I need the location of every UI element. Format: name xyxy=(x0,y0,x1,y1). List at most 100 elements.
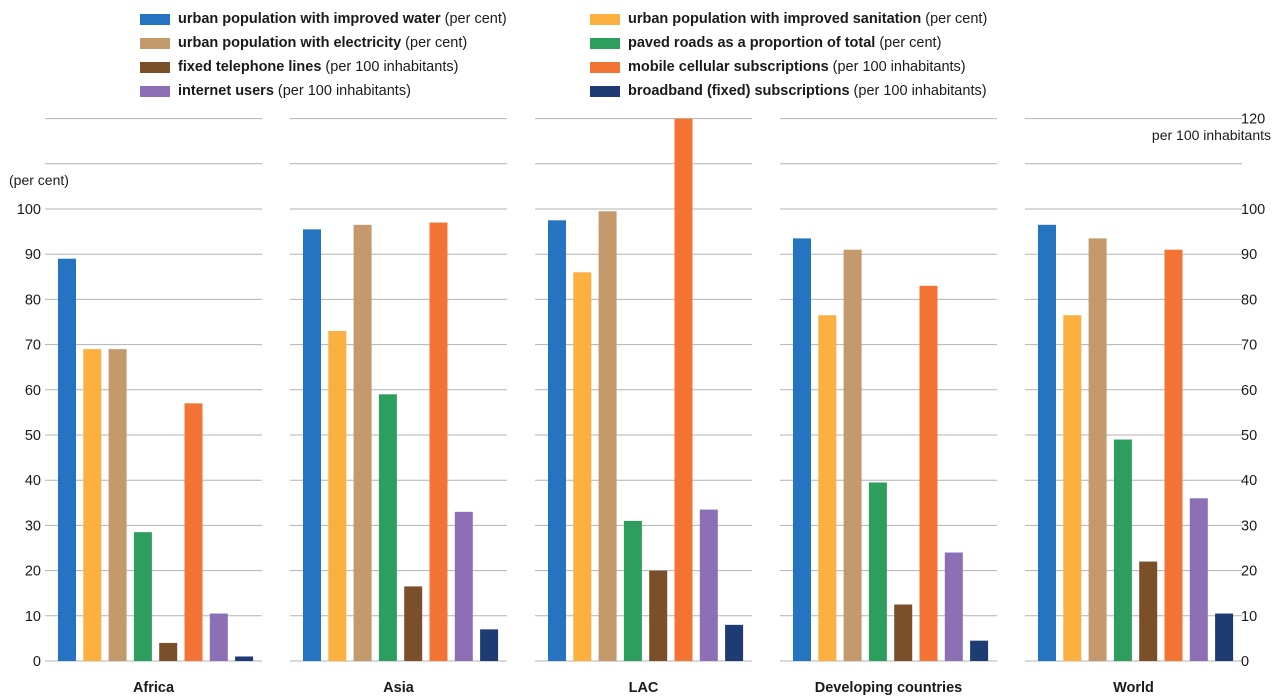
left-axis-tick-label: 0 xyxy=(33,654,41,670)
legend-swatch xyxy=(590,37,620,49)
bar xyxy=(674,118,693,662)
legend-item: broadband (fixed) subscriptions (per 100… xyxy=(590,81,1050,101)
bar xyxy=(353,224,372,661)
bar xyxy=(1164,249,1183,661)
legend-series-name: broadband (fixed) subscriptions xyxy=(628,83,850,99)
bar xyxy=(480,629,499,661)
left-axis-tick-label: 90 xyxy=(25,247,41,263)
right-axis-tick-label: 100 xyxy=(1241,202,1265,218)
right-axis-tick-label: 0 xyxy=(1241,654,1249,670)
bar xyxy=(378,394,397,661)
legend-series-name: mobile cellular subscriptions xyxy=(628,59,829,75)
left-axis-tick-label: 50 xyxy=(25,428,41,444)
bar xyxy=(868,482,887,661)
legend-item: mobile cellular subscriptions (per 100 i… xyxy=(590,57,1050,77)
left-axis-tick-label: 20 xyxy=(25,564,41,580)
left-axis-tick-label: 30 xyxy=(25,518,41,534)
bar xyxy=(970,640,989,661)
legend-series-unit: (per 100 inhabitants) xyxy=(325,59,459,75)
legend-swatch xyxy=(140,61,170,73)
bar xyxy=(699,509,718,661)
legend-item: urban population with improved sanitatio… xyxy=(590,9,1050,29)
legend-swatch xyxy=(140,37,170,49)
right-axis-tick-label: 70 xyxy=(1241,338,1257,354)
legend-series-unit: (per 100 inhabitants) xyxy=(832,59,966,75)
legend-swatch xyxy=(140,85,170,97)
bar xyxy=(793,238,811,661)
bar xyxy=(598,211,617,661)
left-axis-tick-label: 10 xyxy=(25,609,41,625)
legend-item: fixed telephone lines (per 100 inhabitan… xyxy=(140,57,570,77)
category-label: World xyxy=(1113,680,1154,696)
bar xyxy=(919,285,938,661)
bar xyxy=(133,532,152,661)
category-label: Africa xyxy=(133,680,175,696)
bar xyxy=(454,511,473,661)
right-axis-tick-label: 120 xyxy=(1241,112,1265,128)
bar xyxy=(184,403,203,661)
legend-series-unit: (per cent) xyxy=(925,11,988,27)
right-axis-tick-label: 20 xyxy=(1241,564,1257,580)
bar xyxy=(429,222,448,661)
left-axis-label: (per cent) xyxy=(9,172,69,188)
legend-series-unit: (per 100 inhabitants) xyxy=(853,83,987,99)
right-axis-tick-label: 10 xyxy=(1241,609,1257,625)
legend-series-name: urban population with improved sanitatio… xyxy=(628,11,922,27)
bar xyxy=(894,604,913,661)
bar xyxy=(649,570,668,661)
left-axis-tick-label: 80 xyxy=(25,292,41,308)
legend-series-unit: (per cent) xyxy=(405,35,468,51)
left-axis-tick-label: 60 xyxy=(25,383,41,399)
bar xyxy=(623,520,642,661)
left-axis-tick-label: 100 xyxy=(17,202,41,218)
bar xyxy=(1139,561,1158,661)
bar xyxy=(1063,315,1082,661)
right-axis-tick-label: 90 xyxy=(1241,247,1257,263)
right-axis-tick-label: 60 xyxy=(1241,383,1257,399)
legend-item: paved roads as a proportion of total (pe… xyxy=(590,33,1050,53)
bar xyxy=(725,624,744,661)
legend-series-name: urban population with improved water xyxy=(178,11,441,27)
legend-series-name: urban population with electricity xyxy=(178,35,402,51)
bar xyxy=(1189,498,1208,661)
legend-item: internet users (per 100 inhabitants) xyxy=(140,81,570,101)
legend-swatch xyxy=(590,85,620,97)
legend-series-unit: (per 100 inhabitants) xyxy=(277,83,411,99)
bar xyxy=(159,642,178,661)
bar xyxy=(818,315,837,661)
right-axis-tick-label: 40 xyxy=(1241,473,1257,489)
left-axis-tick-label: 70 xyxy=(25,338,41,354)
bar xyxy=(1113,439,1132,661)
bar xyxy=(1038,224,1056,661)
legend-swatch xyxy=(140,13,170,25)
bar xyxy=(235,656,254,661)
bar xyxy=(404,586,423,661)
bar xyxy=(1215,613,1234,661)
bar xyxy=(108,349,127,661)
bar xyxy=(209,613,228,661)
category-label: LAC xyxy=(629,680,659,696)
right-axis-tick-label: 30 xyxy=(1241,518,1257,534)
bar xyxy=(548,220,566,662)
category-label: Developing countries xyxy=(815,680,962,696)
legend-swatch xyxy=(590,13,620,25)
legend-item: urban population with improved water (pe… xyxy=(140,9,570,29)
legend-series-name: fixed telephone lines xyxy=(178,59,322,75)
bar xyxy=(1088,238,1107,661)
bar xyxy=(944,552,963,661)
bar xyxy=(58,258,76,661)
legend-series-name: paved roads as a proportion of total xyxy=(628,35,876,51)
right-axis-label: per 100 inhabitants xyxy=(1152,127,1271,143)
left-axis-tick-label: 40 xyxy=(25,473,41,489)
bar xyxy=(573,272,592,661)
legend-swatch xyxy=(590,61,620,73)
bar xyxy=(83,349,102,661)
right-axis-tick-label: 80 xyxy=(1241,292,1257,308)
bar xyxy=(328,331,347,661)
right-axis-tick-label: 50 xyxy=(1241,428,1257,444)
chart-legend: urban population with improved water (pe… xyxy=(140,9,1080,101)
legend-item: urban population with electricity (per c… xyxy=(140,33,570,53)
legend-series-name: internet users xyxy=(178,83,274,99)
legend-series-unit: (per cent) xyxy=(879,35,942,51)
